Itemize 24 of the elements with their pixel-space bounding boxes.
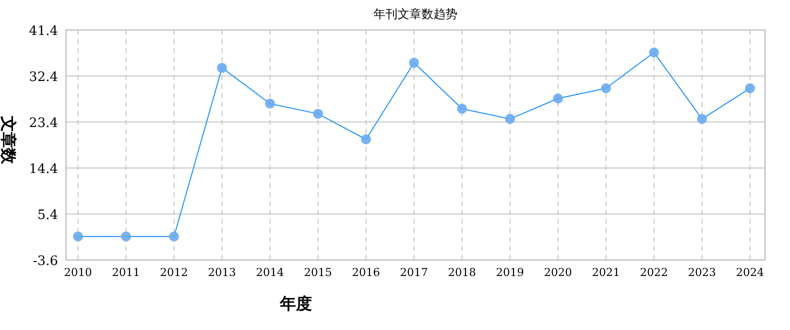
x-tick-label: 2013 (208, 266, 236, 279)
y-tick-label: 5.4 (37, 208, 58, 223)
x-tick-label: 2019 (496, 266, 524, 279)
x-tick-label: 2016 (352, 266, 380, 279)
x-tick-label: 2020 (544, 266, 572, 279)
x-tick-label: 2017 (400, 266, 428, 279)
y-tick-label: 14.4 (29, 162, 58, 177)
x-tick-label: 2011 (112, 266, 140, 279)
x-tick-label: 2014 (256, 266, 284, 279)
x-tick-label: 2021 (592, 266, 620, 279)
x-tick-label: 2024 (736, 266, 764, 279)
y-tick-label: 23.4 (29, 116, 58, 131)
y-tick-label: 41.4 (29, 24, 58, 39)
y-tick-label: 32.4 (29, 70, 58, 85)
x-tick-label: 2023 (688, 266, 716, 279)
x-tick-label: 2012 (160, 266, 188, 279)
y-axis-title: 文章数 (0, 115, 18, 165)
y-tick-label: -3.6 (32, 254, 58, 269)
x-tick-label: 2022 (640, 266, 668, 279)
x-tick-label: 2015 (304, 266, 332, 279)
x-tick-label: 2010 (64, 266, 92, 279)
chart-title: 年刊文章数趋势 (374, 7, 458, 21)
x-axis-title: 年度 (279, 294, 312, 313)
x-tick-label: 2018 (448, 266, 476, 279)
